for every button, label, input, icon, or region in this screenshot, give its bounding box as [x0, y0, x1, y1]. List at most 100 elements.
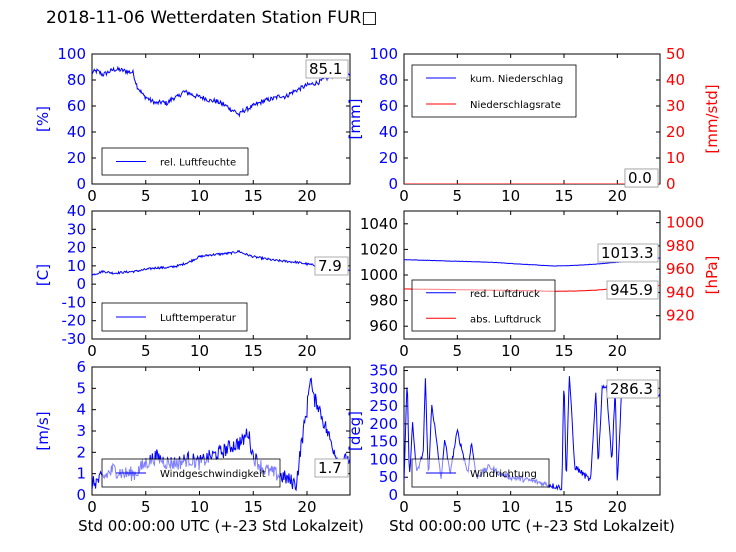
- legend-label: Windgeschwindigkeit: [160, 469, 266, 480]
- y-tick-label: 250: [369, 397, 398, 415]
- last-value-label-box: [314, 256, 349, 276]
- y-tick-label: 6: [76, 358, 86, 376]
- x-tick-label: 15: [554, 187, 573, 205]
- legend-box: [411, 64, 577, 118]
- last-value-label: 1.7: [318, 459, 342, 477]
- x-tick-label: 0: [399, 342, 409, 360]
- y-tick-label: 20: [67, 239, 86, 257]
- panel-temperature: 0 5 10 15 20-30-20-10010203040[C]Lufttempera…: [34, 202, 351, 360]
- legend: red. Luftdruck abs. Luftdruck: [411, 279, 556, 332]
- x-tick-label: 5: [453, 187, 463, 205]
- y2-tick-label: 960: [666, 260, 695, 278]
- x-tick-label: 0: [87, 498, 97, 516]
- last-value-label: 1013.3: [601, 244, 654, 262]
- x-tick-label: 5: [453, 498, 463, 516]
- y2-tick-label: 50: [666, 45, 685, 63]
- y-tick-label: 1020: [360, 240, 398, 258]
- y-tick-label: 960: [369, 317, 398, 335]
- plot-frame: [91, 53, 351, 185]
- y-tick-label: 40: [67, 123, 86, 141]
- y-tick-label: 20: [67, 149, 86, 167]
- y-tick-label: 4: [76, 401, 86, 419]
- last-value-label-2-box: [606, 280, 659, 300]
- last-value-label: 85.1: [309, 60, 342, 78]
- last-value-label-box: [305, 59, 349, 79]
- y2-tick-label: 0: [666, 175, 676, 193]
- y-axis-label: [m/s]: [34, 411, 52, 450]
- x-tick-label: 10: [501, 498, 520, 516]
- y-tick-label: -30: [62, 330, 87, 348]
- x-tick-label: 5: [141, 498, 151, 516]
- y-tick-label: 30: [67, 220, 86, 238]
- last-value-label-box: [314, 458, 349, 478]
- x-tick-label: 15: [244, 498, 263, 516]
- y-tick-label: 80: [379, 71, 398, 89]
- y-axis-label: [%]: [34, 106, 52, 132]
- panel-precipitation: 0 5 10 15 20 0 20 40 60 80 100 0 10 20 30 40 50 [mm] [mm/s…: [346, 45, 721, 205]
- x-tick-label: 20: [297, 342, 316, 360]
- y-tick-label: 0: [388, 486, 398, 504]
- legend-label: red. Luftdruck: [470, 289, 540, 300]
- y-tick-label: 5: [76, 379, 86, 397]
- y-tick-label: 0: [76, 486, 86, 504]
- y-tick-label: 0: [76, 175, 86, 193]
- y-tick-label: 0: [76, 275, 86, 293]
- legend-label: kum. Niederschlag: [470, 74, 563, 85]
- y-tick-label: 300: [369, 379, 398, 397]
- x-tick-label: 10: [190, 342, 209, 360]
- last-value-label-box: [606, 379, 659, 399]
- x-tick-label: 10: [501, 342, 520, 360]
- y-axis-label: [deg]: [346, 411, 364, 451]
- y2-tick-label: 980: [666, 237, 695, 255]
- x-tick-label: 0: [399, 187, 409, 205]
- y2-axis-label: [mm/std]: [703, 84, 721, 153]
- y-tick-label: 60: [67, 97, 86, 115]
- legend-box: [411, 279, 556, 332]
- y2-tick-label: 1000: [666, 214, 704, 232]
- y-tick-label: 350: [369, 362, 398, 380]
- x-tick-label: 15: [244, 342, 263, 360]
- last-value-label: 286.3: [610, 380, 653, 398]
- x-tick-label: 20: [297, 187, 316, 205]
- y-tick-label: 1: [76, 465, 86, 483]
- x-tick-label: 15: [554, 342, 573, 360]
- x-tick-label: 10: [501, 187, 520, 205]
- x-tick-label: 0: [87, 187, 97, 205]
- y-tick-label: 1000: [360, 266, 398, 284]
- last-value-label-2: 0.0: [628, 169, 652, 187]
- last-value-label-box: [597, 243, 659, 263]
- y2-tick-label: 940: [666, 283, 695, 301]
- x-tick-label: 0: [87, 342, 97, 360]
- y-tick-label: 40: [67, 202, 86, 220]
- y-tick-label: 150: [369, 433, 398, 451]
- legend-label: Lufttemperatur: [160, 313, 237, 324]
- x-tick-label: 5: [453, 342, 463, 360]
- y-tick-label: 200: [369, 415, 398, 433]
- series-line-lufttemperatur: [92, 249, 350, 277]
- plot-frame: [403, 366, 661, 496]
- y2-axis-label: [hPa]: [703, 256, 721, 295]
- y-tick-label: 100: [369, 450, 398, 468]
- y2-tick-label: 40: [666, 71, 685, 89]
- last-value-label-2-box: [624, 168, 659, 188]
- y-tick-label: 40: [379, 123, 398, 141]
- x-tick-label: 5: [141, 342, 151, 360]
- x-tick-label: 20: [608, 187, 627, 205]
- y2-tick-label: 10: [666, 149, 685, 167]
- y2-tick-label: 20: [666, 123, 685, 141]
- x-tick-label: 0: [399, 498, 409, 516]
- last-value-label-2: 945.9: [610, 281, 653, 299]
- x-tick-label: 10: [190, 187, 209, 205]
- x-tick-label: 10: [190, 498, 209, 516]
- legend-label: rel. Luftfeuchte: [160, 158, 236, 169]
- panel-humidity: 0 5 10 15 20 0 20 40 60 80 100 [%] rel. Luftfeuchte 8…: [34, 45, 351, 205]
- y-tick-label: 100: [57, 45, 86, 63]
- y-tick-label: 100: [369, 45, 398, 63]
- y2-tick-label: 30: [666, 97, 685, 115]
- figure-title: 2018-11-06 Wetterdaten Station FUR□: [46, 8, 378, 28]
- y-tick-label: 80: [67, 71, 86, 89]
- x-tick-label: 20: [297, 498, 316, 516]
- y-axis-label: [mm]: [346, 99, 364, 140]
- x-tick-label: 15: [244, 187, 263, 205]
- panel-pressure: 0 5 10 15 20 960 980 1000 1020 1040 920 940 960 980 10…: [360, 210, 721, 360]
